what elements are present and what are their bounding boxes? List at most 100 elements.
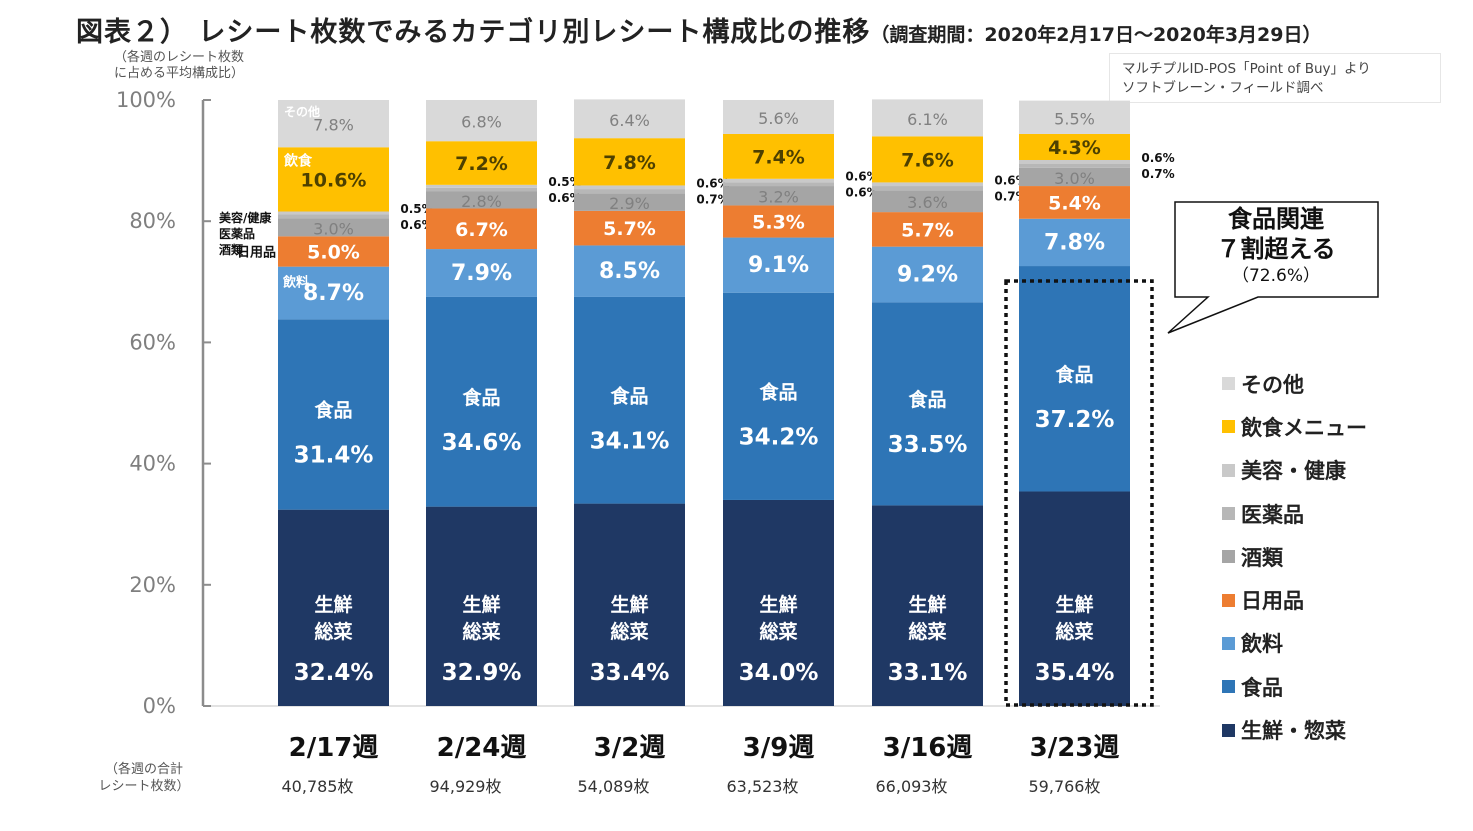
data-label: 7.8% — [1044, 230, 1105, 255]
bar-segment — [1019, 266, 1130, 492]
callout-line1: 食品関連 — [1228, 205, 1324, 233]
legend-swatch — [1222, 680, 1235, 694]
bar-segment — [574, 185, 685, 190]
data-label: 5.7% — [901, 219, 954, 241]
bar-segment — [426, 208, 537, 250]
data-label: 2.9% — [609, 194, 650, 213]
bar-segment — [1019, 491, 1130, 706]
receipt-count-note-line2: レシート枚数） — [98, 779, 190, 794]
bar-segment — [872, 302, 983, 506]
legend-label: 食品 — [1241, 675, 1283, 700]
side-label-beauty: 0.5% — [548, 175, 581, 189]
bar-segment — [723, 292, 834, 500]
legend-label: 飲食メニュー — [1241, 415, 1367, 440]
data-label: 10.6% — [301, 169, 367, 191]
side-label-medicine: 0.6% — [845, 185, 878, 199]
side-label-medicine: 0.7% — [1141, 167, 1174, 181]
data-label: 34.2% — [739, 424, 819, 450]
bar-segment — [574, 138, 685, 186]
bar-segment — [872, 182, 983, 187]
bar-segment — [723, 205, 834, 238]
data-label: 33.4% — [590, 660, 670, 686]
legend-swatch — [1222, 463, 1235, 477]
segment-name-label: 医薬品 — [219, 226, 255, 241]
data-label: 5.0% — [307, 242, 360, 264]
bar-segment — [278, 509, 389, 706]
segment-name-label: 総菜 — [908, 620, 946, 643]
data-label: 2.8% — [461, 192, 502, 211]
bar-segment — [574, 189, 685, 194]
data-label: 32.9% — [442, 660, 522, 686]
bar-segment — [426, 184, 537, 188]
data-label: 33.5% — [888, 432, 968, 458]
y-tick-label: 0% — [143, 694, 176, 718]
segment-name-label: 生鮮 — [314, 593, 352, 616]
bar-segment — [1019, 218, 1130, 267]
segment-name-label: 食品 — [908, 388, 946, 411]
data-label: 33.1% — [888, 660, 968, 686]
data-label: 5.4% — [1048, 192, 1101, 214]
legend-item: 飲食メニュー — [1222, 405, 1367, 448]
segment-name-label: 総菜 — [314, 620, 352, 643]
segment-name-label: 日用品 — [237, 246, 276, 261]
bar-segment — [426, 296, 537, 507]
legend-swatch — [1222, 636, 1235, 650]
source-note-box: マルチプルID-POS「Point of Buy」より ソフトブレーン・フィール… — [1109, 53, 1441, 103]
data-label: 3.0% — [1054, 169, 1095, 188]
receipt-count-label: 54,089枚 — [578, 777, 650, 796]
x-category-label: 2/24週 — [437, 733, 527, 763]
data-label: 3.0% — [313, 219, 354, 238]
data-label: 6.8% — [461, 113, 502, 132]
side-label-medicine: 0.7% — [696, 192, 729, 206]
data-label: 8.7% — [303, 281, 364, 306]
bar-segment — [278, 211, 389, 215]
segment-name-label: その他 — [284, 104, 320, 119]
legend-label: 生鮮・惣菜 — [1241, 719, 1346, 744]
callout-box — [1167, 201, 1379, 334]
x-category-label: 3/16週 — [883, 733, 973, 763]
data-label: 6.7% — [455, 219, 508, 241]
bar-segment — [278, 266, 389, 320]
segment-name-label: 食品 — [759, 380, 797, 403]
data-label: 32.4% — [294, 660, 374, 686]
legend-swatch — [1222, 723, 1235, 737]
legend: その他 飲食メニュー 美容・健康 医薬品 酒類 日用品 飲料 食品 生鮮・惣菜 — [1222, 362, 1367, 752]
segment-name-label: 総菜 — [1055, 620, 1093, 643]
highlight-dotted-box — [1004, 279, 1154, 707]
legend-item: 飲料 — [1222, 622, 1367, 665]
segment-name-label: 総菜 — [462, 620, 500, 643]
bar-segment — [278, 214, 389, 219]
data-label: 7.8% — [603, 152, 656, 174]
data-label: 5.5% — [1054, 109, 1095, 128]
callout-line2: ７割超える — [1216, 235, 1336, 263]
data-label: 7.4% — [752, 146, 805, 168]
segment-name-label: 食品 — [610, 384, 648, 407]
bar-segment — [872, 190, 983, 213]
legend-label: 日用品 — [1241, 589, 1304, 614]
bar-segment — [278, 147, 389, 212]
callout-line3: （72.6%） — [1231, 266, 1320, 286]
bar-segment — [278, 236, 389, 267]
bar-segment — [574, 193, 685, 211]
legend-swatch — [1222, 377, 1235, 391]
legend-item: 日用品 — [1222, 578, 1367, 621]
segment-name-label: 生鮮 — [1055, 593, 1093, 616]
y-axis-note-line1: （各週のレシート枚数 — [113, 50, 244, 65]
bar-segment — [426, 249, 537, 297]
source-note-line2: ソフトブレーン・フィールド調べ — [1122, 80, 1324, 96]
legend-item: その他 — [1222, 362, 1367, 405]
x-category-label: 3/23週 — [1030, 733, 1120, 763]
bar-segment — [723, 237, 834, 293]
y-tick-label: 60% — [129, 330, 176, 354]
data-label: 34.0% — [739, 660, 819, 686]
legend-label: 美容・健康 — [1241, 459, 1346, 484]
bar-segment — [723, 182, 834, 187]
bar-segment — [872, 505, 983, 706]
segment-name-label: 食品 — [314, 399, 352, 422]
bar-segment — [723, 178, 834, 183]
data-label: 7.8% — [313, 116, 354, 135]
segment-name-label: 食品 — [462, 386, 500, 409]
receipt-count-label: 94,929枚 — [430, 777, 502, 796]
legend-label: 酒類 — [1241, 545, 1283, 570]
bar-segment — [278, 218, 389, 237]
